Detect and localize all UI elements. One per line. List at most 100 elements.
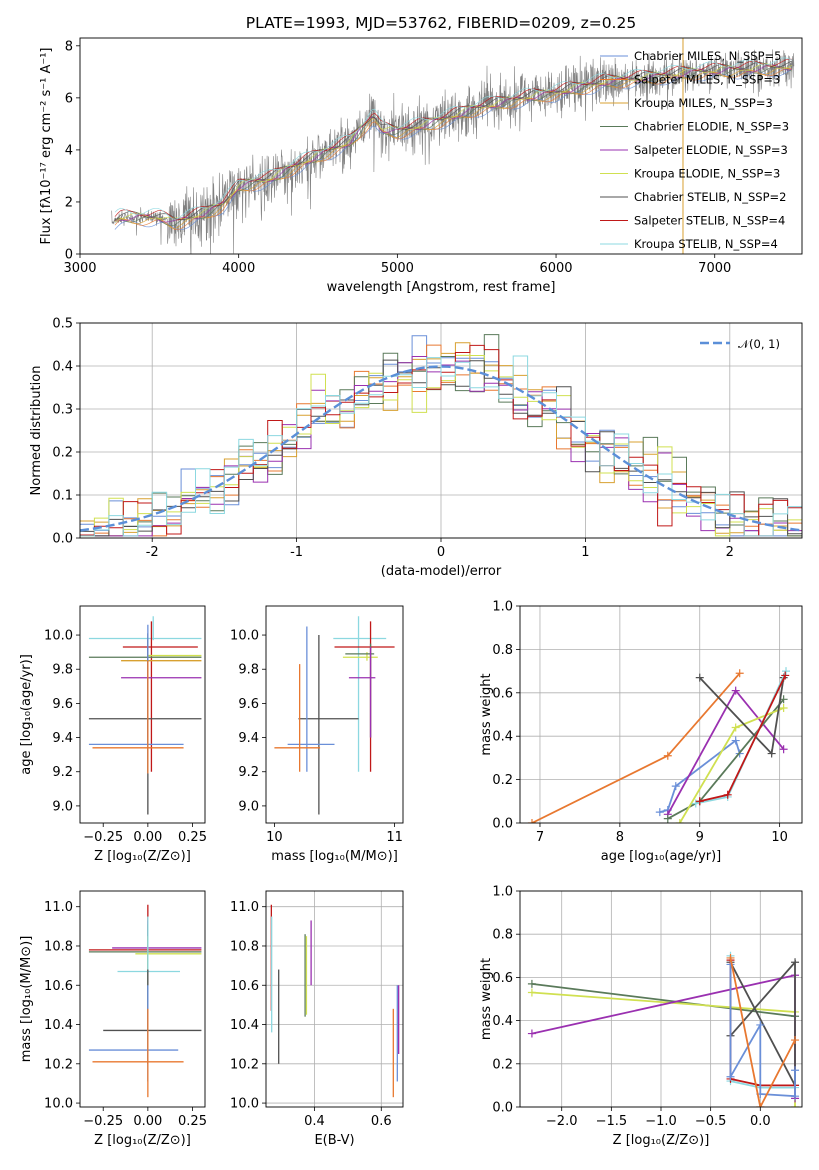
- z_weight-ylabel: mass weight: [479, 958, 494, 1040]
- spectrum-xlabel: wavelength [Angstrom, rest frame]: [327, 280, 556, 295]
- mass_age-ytick-label: 9.2: [238, 765, 259, 780]
- z_age-ytick-label: 9.8: [52, 663, 73, 678]
- weight-marker-kroupa-elodie: [791, 1103, 800, 1107]
- z_age-xtick-label: 0.25: [178, 830, 207, 845]
- age_weight-frame: [519, 605, 803, 824]
- z_age-ytick-label: 9.4: [52, 731, 73, 746]
- mass_age-ytick-label: 9.4: [238, 731, 259, 746]
- ebv_mass-ytick-label: 10.2: [230, 1057, 259, 1072]
- ebv_mass-ytick-label: 10.6: [230, 979, 259, 994]
- legend-label-chabrier-miles: Chabrier MILES, N_SSP=5: [634, 49, 781, 63]
- weight-marker-kroupa-elodie: [675, 819, 684, 823]
- z_weight-frame: [519, 890, 803, 1108]
- weight-marker-salpeter-miles: [663, 751, 672, 760]
- spectrum-axes: 3000 4000 5000 6000 7000 0 2 4 6 8 wavelength [Ang…: [39, 14, 803, 295]
- residuals-axes: -2 -1 0 1 2 0.0 0.1 0.2 0.3 0.4 0.5 (data-model)/er…: [29, 317, 803, 579]
- legend-label-chabrier-elodie: Chabrier ELODIE, N_SSP=3: [634, 120, 789, 134]
- residuals-xtick-label: 2: [726, 545, 734, 560]
- spectrum-ytick-label: 0: [65, 248, 73, 263]
- z_mass-xlabel: Z [log₁₀(Z/Z⊙)]: [94, 1133, 191, 1148]
- mass_age-xlabel: mass [log₁₀(M/M⊙)]: [271, 849, 398, 864]
- legend-label-kroupa-stelib: Kroupa STELIB, N_SSP=4: [634, 237, 778, 251]
- spectrum-ytick-label: 8: [65, 39, 73, 54]
- weight-marker-chabrier-elodie: [663, 814, 672, 823]
- z_weight-ytick-label: 0.2: [492, 1057, 513, 1072]
- mass_age-xtick-label: 10: [266, 830, 283, 845]
- weight-line-chabrier-stelib: [729, 959, 796, 1086]
- legend-label-salpeter-elodie: Salpeter ELODIE, N_SSP=3: [634, 143, 788, 157]
- z_weight-ytick-label: 0.0: [492, 1101, 513, 1116]
- age_weight-ytick-label: 1.0: [492, 600, 513, 615]
- z_mass-ylabel: mass [log₁₀(M/M⊙)]: [19, 936, 34, 1063]
- z_mass-ytick-label: 10.4: [44, 1018, 73, 1033]
- z_age-ytick-label: 9.0: [52, 799, 73, 814]
- mass_age-plot-area: [274, 616, 395, 815]
- mass_age-ytick-label: 9.6: [238, 697, 259, 712]
- normal-reference-curve: [80, 365, 802, 532]
- mass_age-frame: [265, 605, 404, 824]
- weight-marker-salpeter-stelib: [781, 671, 790, 680]
- weight-marker-salpeter-miles: [527, 819, 536, 823]
- residuals-ylabel: Normed distribution: [29, 366, 44, 496]
- z_age-plot-area: [88, 616, 202, 815]
- z_weight-plot-area: [527, 951, 800, 1107]
- spectrum-plot-area: [111, 38, 795, 254]
- weight-marker-salpeter-miles: [735, 669, 744, 678]
- z_mass-ytick-label: 10.6: [44, 979, 73, 994]
- z_age-axes: −0.25 0.00 0.25 9.0 9.2 9.4 9.6 9.8 10.0 Z [log₁₀…: [19, 605, 207, 864]
- age_weight-plot-area: [527, 667, 791, 823]
- z_mass-xtick-label: 0.00: [133, 1114, 162, 1129]
- weight-marker-chabrier-stelib: [767, 749, 776, 758]
- weight-marker-chabrier-miles: [756, 1020, 765, 1029]
- age_weight-axes: 7 8 9 10 0.0 0.2 0.4 0.6 0.8 1.0 age [log₁₀(age/yr…: [479, 600, 803, 864]
- weight-marker-salpeter-elodie: [779, 745, 788, 754]
- spectrum-ytick-label: 4: [65, 143, 73, 158]
- mass_age-ytick-label: 10.0: [230, 629, 259, 644]
- z_weight-ytick-label: 0.8: [492, 928, 513, 943]
- legend-label-kroupa-elodie: Kroupa ELODIE, N_SSP=3: [634, 167, 780, 181]
- weight-marker-chabrier-elodie: [527, 979, 536, 988]
- residuals-ytick-label: 0.1: [52, 489, 73, 504]
- z_mass-ytick-label: 10.2: [44, 1057, 73, 1072]
- residual-histogram-kroupa-miles: [80, 342, 802, 537]
- residuals-xtick-label: -1: [290, 545, 303, 560]
- model-line-chabrier-stelib: [114, 60, 792, 221]
- weight-marker-chabrier-miles: [731, 736, 740, 745]
- spectrum-xtick-label: 4000: [222, 261, 255, 276]
- residuals-xtick-label: 0: [437, 545, 445, 560]
- age_weight-ytick-label: 0.0: [492, 817, 513, 832]
- weight-marker-kroupa-stelib: [782, 667, 791, 676]
- age_weight-ylabel: mass weight: [479, 673, 494, 755]
- residuals-xtick-label: -2: [146, 545, 159, 560]
- residual-histogram-salpeter-stelib: [80, 344, 802, 537]
- weight-marker-salpeter-miles: [726, 953, 735, 962]
- weight-line-chabrier-miles: [729, 964, 796, 1098]
- z_mass-frame: [79, 890, 206, 1108]
- weight-marker-chabrier-miles: [791, 1092, 800, 1101]
- legend-label-normal: 𝒩(0, 1): [738, 337, 780, 351]
- z_age-xtick-label: −0.25: [83, 830, 123, 845]
- weight-marker-salpeter-stelib: [723, 790, 732, 799]
- ebv_mass-frame: [265, 890, 404, 1108]
- weight-marker-kroupa-elodie: [779, 703, 788, 712]
- z_mass-axes: −0.25 0.00 0.25 10.0 10.2 10.4 10.6 10.8 11.0 Z […: [19, 890, 207, 1148]
- model-line-kroupa-elodie: [114, 63, 792, 222]
- weight-marker-salpeter-miles: [756, 1103, 765, 1107]
- z_weight-xtick-label: −1.5: [596, 1114, 628, 1129]
- spectrum-ylabel: Flux [fλ10⁻¹⁷ erg cm⁻² s⁻¹ A⁻¹]: [39, 48, 54, 245]
- weight-marker-chabrier-stelib: [695, 673, 704, 682]
- model-line-kroupa-stelib: [114, 57, 792, 220]
- spectrum-legend: Chabrier MILES, N_SSP=5 Salpeter MILES, N…: [600, 49, 789, 251]
- z_age-frame: [79, 605, 206, 824]
- z_weight-axes: −2.0 −1.5 −1.0 −0.5 0.0 0.0 0.2 0.4 0.6 0.8 1.0 Z […: [479, 885, 803, 1148]
- spectrum-xtick-label: 3000: [63, 261, 96, 276]
- residuals-xtick-label: 1: [581, 545, 589, 560]
- residuals-frame: [79, 322, 803, 539]
- age_weight-ytick-label: 0.4: [492, 730, 513, 745]
- residuals-ytick-label: 0.5: [52, 317, 73, 332]
- weight-marker-chabrier-miles: [655, 808, 664, 817]
- mass_age-ytick-label: 9.8: [238, 663, 259, 678]
- age_weight-xtick-label: 10: [771, 830, 788, 845]
- ebv_mass-xlabel: E(B-V): [314, 1133, 354, 1148]
